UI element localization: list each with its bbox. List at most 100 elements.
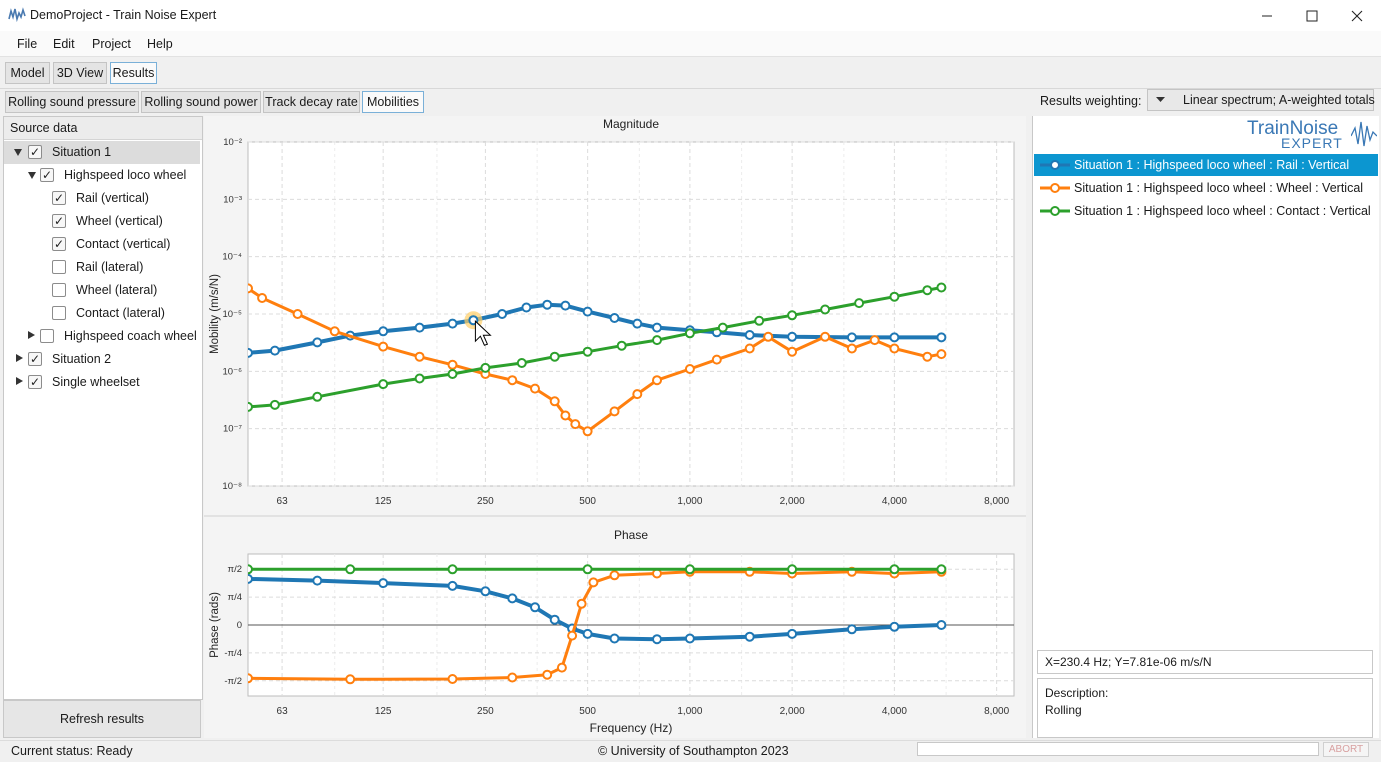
- minimize-button[interactable]: [1244, 0, 1290, 31]
- y-tick-label: 10⁻⁶: [223, 366, 243, 377]
- data-point: [329, 326, 340, 337]
- checkbox-rail-vertical[interactable]: ✓: [52, 191, 66, 205]
- expand-arrow-icon[interactable]: [14, 149, 22, 156]
- tree-item-rail-lateral[interactable]: Rail (lateral): [4, 256, 200, 279]
- data-point: [312, 575, 323, 586]
- dropdown-arrow-icon: [1156, 97, 1165, 102]
- data-point: [378, 341, 389, 352]
- checkbox-single-wheelset[interactable]: ✓: [28, 375, 42, 389]
- tab-model[interactable]: Model: [5, 62, 50, 84]
- data-point: [609, 570, 620, 581]
- tab-track-decay-rate[interactable]: Track decay rate: [263, 91, 360, 113]
- tree-item-situation-1[interactable]: ✓ Situation 1: [4, 141, 200, 164]
- tree-item-single-wheelset[interactable]: ✓ Single wheelset: [4, 371, 200, 394]
- data-point: [447, 580, 458, 591]
- mobility-charts[interactable]: Magnitude 63 125 250 500 1,000 2,000 4,000 8,000…: [204, 116, 1026, 738]
- data-point: [292, 309, 303, 319]
- x-tick-label: 250: [477, 706, 494, 717]
- menu-file[interactable]: File: [17, 37, 38, 51]
- logo-line-2: EXPERT: [1281, 135, 1343, 151]
- data-point: [684, 564, 695, 575]
- legend-item-rail[interactable]: Situation 1 : Highspeed loco wheel : Rai…: [1034, 154, 1378, 176]
- checkbox-situation-1[interactable]: ✓: [28, 145, 42, 159]
- phase-chart: Phase 63 125 250 500 1,000 2,000 4,000 8,000 -π/2…: [209, 528, 1015, 735]
- checkbox-highspeed-loco-wheel[interactable]: ✓: [40, 168, 54, 182]
- results-tab-bar: Rolling sound pressure Rolling sound pow…: [0, 88, 1381, 115]
- expand-arrow-icon[interactable]: [16, 354, 23, 362]
- data-point: [447, 359, 458, 370]
- source-data-panel: Source data ✓ Situation 1 ✓ Highspeed lo…: [3, 116, 203, 700]
- checkbox-contact-vertical[interactable]: ✓: [52, 237, 66, 251]
- data-point: [787, 346, 798, 357]
- checkbox-wheel-vertical[interactable]: ✓: [52, 214, 66, 228]
- tab-rolling-sound-pressure[interactable]: Rolling sound pressure: [5, 91, 139, 113]
- refresh-results-button[interactable]: Refresh results: [3, 700, 201, 738]
- tree-item-wheel-lateral[interactable]: Wheel (lateral): [4, 279, 200, 302]
- logo-wave-icon: [1351, 121, 1377, 147]
- checkbox-situation-2[interactable]: ✓: [28, 352, 42, 366]
- data-point: [312, 337, 323, 348]
- tree-item-label: Situation 1: [52, 145, 112, 159]
- chart-title: Phase: [614, 528, 648, 542]
- data-point: [447, 674, 458, 684]
- chart-title: Magnitude: [603, 117, 659, 131]
- description-box[interactable]: Description: Rolling: [1037, 678, 1373, 738]
- data-point: [889, 291, 900, 302]
- checkbox-highspeed-coach-wheel[interactable]: [40, 329, 54, 343]
- tree-item-contact-vertical[interactable]: ✓ Contact (vertical): [4, 233, 200, 256]
- tree-item-wheel-vertical[interactable]: ✓ Wheel (vertical): [4, 210, 200, 233]
- data-point: [717, 322, 728, 333]
- menu-project[interactable]: Project: [92, 37, 131, 51]
- series-contact: [248, 564, 947, 575]
- checkbox-wheel-lateral[interactable]: [52, 283, 66, 297]
- expand-arrow-icon[interactable]: [16, 377, 23, 385]
- progress-bar: [917, 742, 1319, 756]
- tab-results[interactable]: Results: [110, 62, 157, 84]
- y-tick-label: 10⁻⁵: [222, 309, 242, 320]
- tab-mobilities[interactable]: Mobilities: [362, 91, 424, 113]
- results-weighting-select[interactable]: Linear spectrum; A-weighted totals: [1147, 89, 1375, 111]
- expand-arrow-icon[interactable]: [28, 331, 35, 339]
- menu-help[interactable]: Help: [147, 37, 173, 51]
- checkbox-contact-lateral[interactable]: [52, 306, 66, 320]
- data-point: [652, 375, 662, 386]
- x-tick-label: 125: [375, 496, 392, 507]
- menu-edit[interactable]: Edit: [53, 37, 75, 51]
- cursor-readout: X=230.4 Hz; Y=7.81e-06 m/s/N: [1037, 650, 1373, 674]
- y-tick-label: -π/4: [224, 648, 242, 659]
- tree-item-label: Rail (lateral): [76, 260, 144, 274]
- tree-item-situation-2[interactable]: ✓ Situation 2: [4, 348, 200, 371]
- data-point: [711, 354, 722, 365]
- data-point: [378, 578, 389, 589]
- data-point: [609, 633, 620, 644]
- tree-item-highspeed-coach-wheel[interactable]: Highspeed coach wheel: [4, 325, 200, 348]
- data-point: [345, 674, 356, 685]
- legend-swatch-contact: [1040, 206, 1070, 216]
- data-point: [542, 299, 553, 310]
- data-point: [854, 298, 865, 309]
- legend-item-contact[interactable]: Situation 1 : Highspeed loco wheel : Con…: [1034, 200, 1378, 222]
- abort-button[interactable]: ABORT: [1323, 742, 1369, 757]
- checkbox-rail-lateral[interactable]: [52, 260, 66, 274]
- tree-item-contact-lateral[interactable]: Contact (lateral): [4, 302, 200, 325]
- weighting-value: Linear spectrum; A-weighted totals: [1183, 93, 1375, 107]
- x-tick-label: 1,000: [677, 496, 702, 507]
- data-point: [754, 315, 765, 326]
- series-wheel: [248, 566, 947, 685]
- x-tick-label: 250: [477, 496, 494, 507]
- tab-rolling-sound-power[interactable]: Rolling sound power: [141, 91, 261, 113]
- data-point: [507, 593, 518, 604]
- close-button[interactable]: [1334, 0, 1380, 31]
- x-tick-label: 500: [579, 706, 596, 717]
- tree-item-highspeed-loco-wheel[interactable]: ✓ Highspeed loco wheel: [4, 164, 200, 187]
- maximize-button[interactable]: [1289, 0, 1335, 31]
- expand-arrow-icon[interactable]: [28, 172, 36, 179]
- data-point: [530, 602, 540, 613]
- data-point: [889, 332, 900, 343]
- data-point: [922, 351, 933, 362]
- data-point: [936, 349, 947, 360]
- legend-item-wheel[interactable]: Situation 1 : Highspeed loco wheel : Whe…: [1034, 177, 1378, 199]
- data-point: [521, 302, 532, 313]
- tree-item-rail-vertical[interactable]: ✓ Rail (vertical): [4, 187, 200, 210]
- tab-3d-view[interactable]: 3D View: [53, 62, 107, 84]
